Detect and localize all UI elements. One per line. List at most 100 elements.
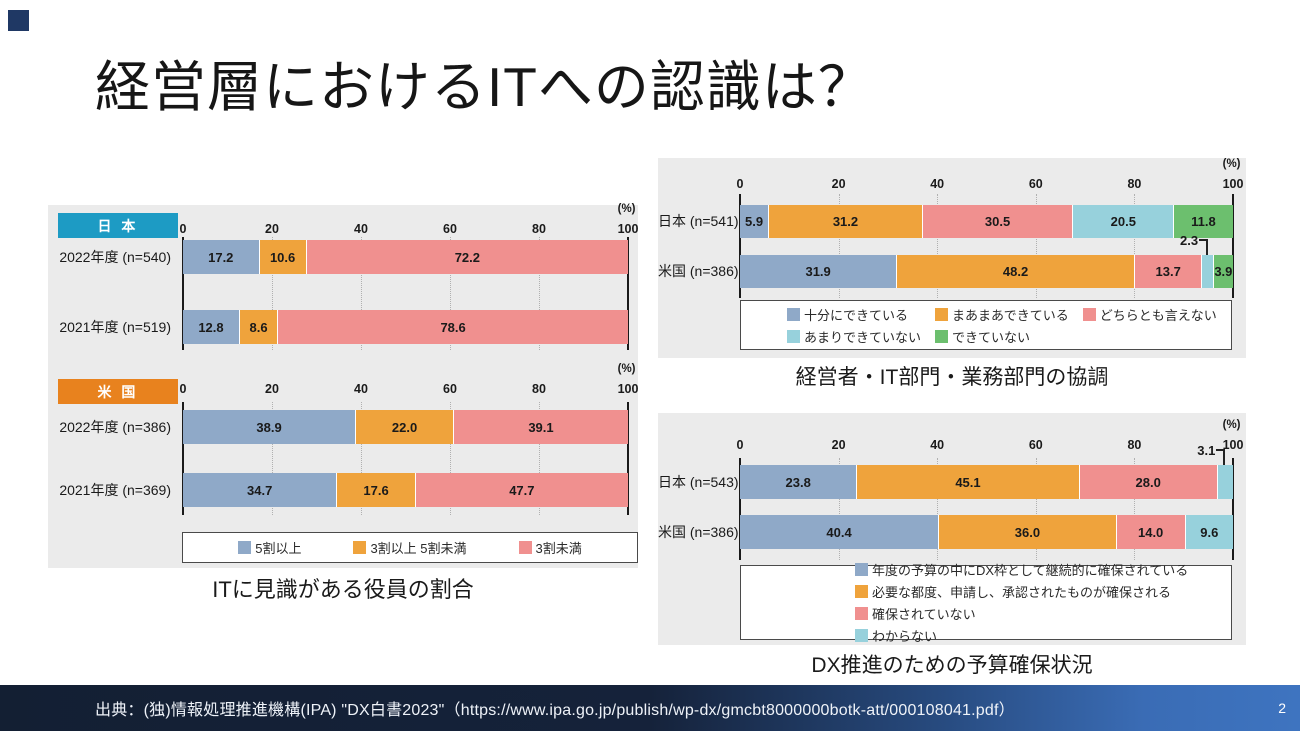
axis-tick-label: 40: [930, 177, 945, 191]
legend-label: あまりできていない: [804, 329, 922, 345]
axis-tick-row: 0 20 40 60 80 100 (%): [737, 419, 1244, 453]
legend-item: 3割未満: [518, 538, 582, 557]
axis-line: [739, 194, 741, 298]
bar-value-label: 11.8: [1191, 214, 1216, 229]
bar-value-label: 39.1: [528, 419, 554, 435]
gridline: [937, 194, 939, 298]
axis-tick-label: 60: [1028, 177, 1043, 191]
callout-connector: [1216, 449, 1226, 465]
legend-label: できていない: [952, 329, 1031, 345]
gridline: [1134, 458, 1136, 560]
axis-tick-label: 80: [1127, 177, 1142, 191]
bar-value-label: 14.0: [1137, 524, 1164, 540]
bar-value-label: 9.6: [1200, 524, 1219, 540]
legend-swatch: [1082, 307, 1096, 321]
bar-value-label: 23.8: [785, 474, 811, 490]
axis-tick-label: 40: [354, 382, 368, 396]
chart-dx-budget: 0 20 40 60 80 100 (%) 日本 (n=543) 23.8 45.1 28.0 3.1…: [658, 413, 1246, 645]
bar-segment: 23.8: [740, 465, 858, 499]
bar-segment: 17.6: [337, 473, 416, 507]
axis-unit-label: (%): [1222, 419, 1241, 431]
bar-value-callout: 3.1: [1197, 444, 1226, 465]
axis-tick-label: 80: [1127, 438, 1142, 452]
bar-value-label: 47.7: [509, 482, 535, 498]
bar-value-label: 45.1: [955, 474, 981, 490]
axis-tick-label: 100: [617, 382, 639, 396]
section-header-label: 米 国: [58, 379, 178, 404]
bar-segment: 48.2: [897, 255, 1135, 288]
legend-item: まあまあできている: [935, 305, 1069, 324]
bar-segment: 20.5: [1073, 205, 1175, 238]
chart-caption-cooperation: 経営者・IT部門・業務部門の協調: [795, 366, 1109, 389]
bar-value-label: 72.2: [454, 249, 480, 265]
legend-item: 3割以上 5割未満: [353, 538, 467, 557]
legend-item: 確保されていない: [855, 604, 1231, 623]
legend-item: 十分にできている: [787, 305, 921, 324]
row-category-label: 2021年度 (n=519): [59, 319, 171, 335]
row-category-label: 2022年度 (n=386): [59, 419, 171, 435]
legend-swatch: [518, 541, 532, 554]
legend-swatch: [935, 307, 949, 321]
bar-segment: 22.0: [356, 410, 454, 444]
bar-value-label: 17.6: [363, 482, 389, 498]
chart-it-knowledge: 日 本 0 20 40 60 80 100 (%) 2022年度 (n=540) 17.2 10.6…: [48, 203, 639, 568]
page-number: 2: [1278, 700, 1286, 716]
plot-area: 2022年度 (n=386) 38.9 22.0 39.1 2021年度 (n=369)…: [59, 402, 629, 515]
axis-unit-label: (%): [617, 363, 636, 375]
axis-line: [627, 402, 629, 515]
gridline: [450, 402, 451, 515]
gridline: [1035, 458, 1037, 560]
bar-value-label: 78.6: [440, 319, 466, 335]
legend-item: わからない: [855, 626, 1231, 645]
bar-segment: 11.8: [1174, 205, 1233, 238]
bar-value-label: 28.0: [1135, 474, 1161, 490]
bar-value-label: 13.7: [1155, 264, 1181, 279]
bar-value-label: 36.0: [1014, 524, 1041, 540]
gridline: [539, 402, 540, 515]
bar-segment: 17.2: [183, 240, 260, 274]
legend-swatch: [787, 329, 800, 343]
chart-legend: 5割以上 3割以上 5割未満 3割未満: [182, 532, 638, 563]
bar-value-label: 38.9: [256, 419, 282, 435]
legend-swatch: [353, 541, 367, 554]
row-category-label: 2022年度 (n=540): [59, 249, 171, 265]
legend-item: あまりできていない: [787, 327, 921, 346]
axis-tick-label: 20: [265, 222, 279, 236]
legend-label: 5割以上: [255, 541, 302, 556]
legend-item: できていない: [935, 327, 1069, 346]
plot-area: 日本 (n=541) 5.9 31.2 30.5 20.5 11.8 米国 (n=386) 3…: [658, 194, 1234, 298]
gridline: [272, 237, 273, 350]
legend-item: どちらとも言えない: [1082, 305, 1217, 324]
bar-value-label: 3.9: [1214, 264, 1233, 279]
chart-caption-it-knowledge: ITに見識がある役員の割合: [212, 577, 474, 602]
bar-value-label: 40.4: [826, 524, 852, 540]
bar-value-label: 31.9: [805, 264, 831, 279]
bar-segment: 45.1: [857, 465, 1080, 499]
bar-segment: 12.8: [183, 310, 240, 344]
chart-caption-dx-budget: DX推進のための予算確保状況: [811, 654, 1093, 677]
bar-segment: 10.6: [259, 240, 307, 274]
section-header-label: 日 本: [58, 213, 178, 238]
bar-segment: 39.1: [454, 410, 628, 444]
axis-tick-label: 80: [532, 382, 546, 396]
axis-line: [182, 237, 184, 350]
bar-segment: 31.9: [740, 255, 898, 288]
bar-segment: 36.0: [939, 515, 1117, 549]
bar-segment: 38.9: [183, 410, 357, 444]
gridline: [361, 402, 362, 515]
bar-segment: 47.7: [415, 473, 628, 507]
legend-item: 5割以上: [238, 538, 301, 557]
axis-tick-label: 100: [617, 222, 639, 236]
gridline: [838, 194, 840, 298]
row-category-label: 2021年度 (n=369): [59, 482, 171, 498]
bar-value-label: 8.6: [249, 319, 268, 335]
bar-value-label: 12.8: [198, 319, 224, 335]
bar-value-label: 20.5: [1110, 214, 1136, 229]
axis-unit-label: (%): [617, 203, 636, 215]
row-category-label: 日本 (n=541): [658, 213, 739, 229]
legend-item: 必要な都度、申請し、承認されたものが確保される: [855, 582, 1231, 601]
source-citation: 出典：(独)情報処理推進機構(IPA) "DX白書2023"（https://w…: [95, 702, 1015, 719]
axis-line: [1232, 194, 1234, 298]
axis-tick-label: 20: [831, 438, 846, 452]
